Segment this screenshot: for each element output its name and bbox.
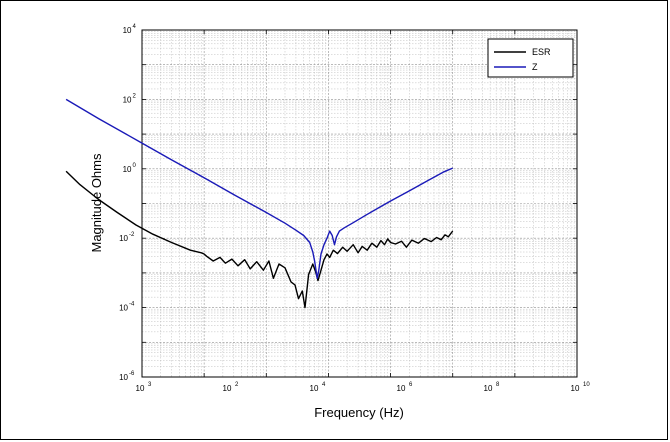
x-tick-label: 10 (310, 384, 319, 393)
x-axis-label: Frequency (Hz) (314, 405, 404, 420)
x-tick-label: 10 (136, 384, 145, 393)
x-tick-label: 10 (571, 384, 580, 393)
grid-minor (142, 30, 577, 377)
legend-label-esr: ESR (532, 47, 551, 57)
x-tick-label: 10 (484, 384, 493, 393)
x-tick-label-exponent: 3 (148, 382, 152, 388)
grid-major (142, 30, 577, 377)
x-tick-label-exponent: 6 (409, 382, 413, 388)
x-tick-label-exponent: 4 (322, 382, 326, 388)
x-tick-label-exponent: 8 (496, 382, 500, 388)
y-tick-label: 10 (119, 304, 128, 313)
y-tick-label-exponent: 2 (133, 93, 137, 99)
x-tick-labels: 10 3 10 2 10 4 10 6 10 8 10 10 (136, 382, 591, 393)
x-tick-label: 10 (223, 384, 232, 393)
legend-label-z: Z (532, 62, 538, 72)
y-tick-label-exponent: -6 (129, 371, 135, 377)
x-tick-label-exponent: 2 (235, 382, 239, 388)
legend-box (487, 38, 574, 78)
y-tick-label: 10 (123, 165, 132, 174)
y-tick-label: 10 (123, 26, 132, 35)
series-line-z (65, 98, 453, 279)
series-layer (65, 98, 454, 309)
y-tick-label: 10 (123, 95, 132, 104)
x-tick-label-exponent: 10 (583, 382, 590, 388)
y-axis-label: Magnitude Ohms (89, 153, 104, 252)
tick-marks (141, 29, 578, 378)
y-tick-label: 10 (119, 373, 128, 382)
y-tick-label-exponent: 0 (133, 163, 137, 169)
y-tick-label-exponent: -2 (129, 232, 135, 238)
legend: ESR Z (487, 38, 574, 78)
y-tick-label-exponent: 4 (133, 24, 137, 30)
y-tick-label: 10 (119, 234, 128, 243)
y-tick-label-exponent: -4 (129, 302, 135, 308)
x-tick-label: 10 (397, 384, 406, 393)
